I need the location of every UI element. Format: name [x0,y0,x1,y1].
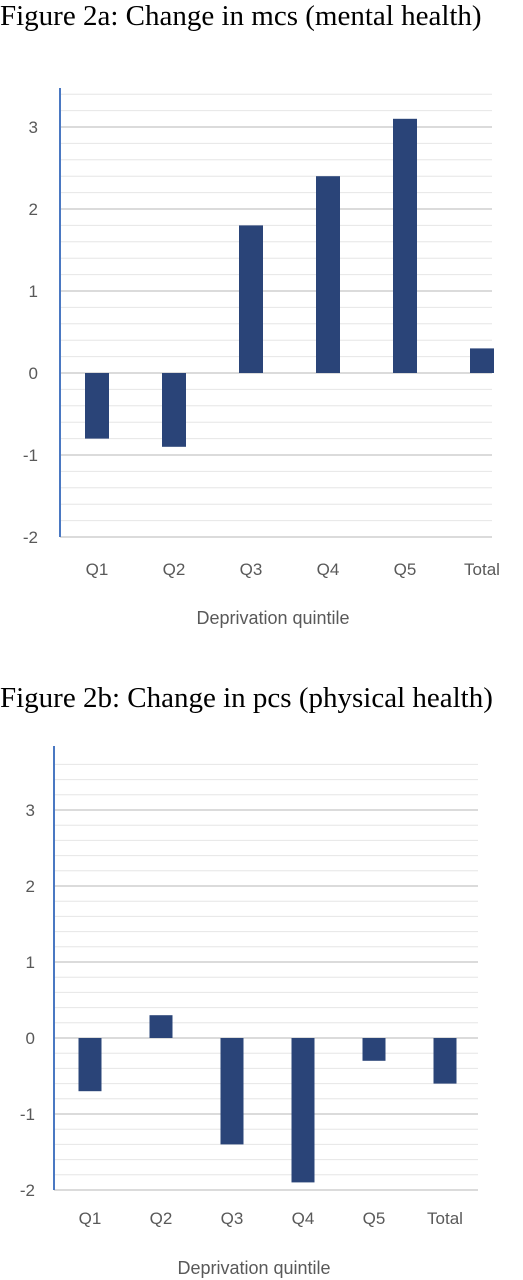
x-axis-label: Deprivation quintile [177,1258,330,1278]
pcs-bar-chart: 3 2 1 0 -1 -2 Q1 Q2 Q3 Q4 Q5 Total Deprivation quin… [20,746,478,1278]
x-tick-label: Q5 [394,560,417,579]
x-tick-label: Total [464,560,500,579]
y-tick-label: 2 [29,200,38,219]
x-tick-label: Total [427,1209,463,1228]
bar [291,1038,315,1183]
bar [162,373,186,447]
x-axis-label: Deprivation quintile [196,608,349,628]
y-tick-label: 3 [29,118,38,137]
x-tick-label: Q2 [163,560,186,579]
plot-area: 3 2 1 0 -1 -2 Q1 Q2 Q3 Q4 Q5 Total [20,746,478,1228]
y-tick-label: 1 [29,282,38,301]
bar [85,373,109,439]
bar [362,1038,386,1061]
bar [316,176,340,373]
mcs-bar-chart: 3 2 1 0 -1 -2 Q1 Q2 Q3 Q4 Q5 Total Deprivation quin… [23,88,500,628]
y-tick-label: 0 [26,1029,35,1048]
bar [470,348,494,373]
y-tick-label: 3 [26,801,35,820]
bar [220,1038,244,1145]
x-tick-label: Q5 [363,1209,386,1228]
x-tick-label: Q4 [317,560,340,579]
y-tick-label: 1 [26,953,35,972]
bar [393,118,417,373]
y-tick-label: -2 [20,1181,35,1200]
y-tick-label: 2 [26,877,35,896]
bar [149,1015,173,1038]
bar [239,225,263,373]
x-tick-label: Q1 [86,560,109,579]
y-tick-label: -1 [20,1105,35,1124]
y-tick-label: -2 [23,528,38,547]
bar [433,1038,457,1084]
chart-title: Figure 2a: Change in mcs (mental health) [0,0,482,32]
x-tick-label: Q1 [79,1209,102,1228]
x-tick-label: Q3 [221,1209,244,1228]
plot-area: 3 2 1 0 -1 -2 Q1 Q2 Q3 Q4 Q5 Total [23,88,500,579]
chart-title: Figure 2b: Change in pcs (physical healt… [0,682,493,714]
x-tick-label: Q2 [150,1209,173,1228]
x-tick-label: Q4 [292,1209,315,1228]
bar [78,1038,102,1092]
y-tick-label: 0 [29,364,38,383]
x-tick-label: Q3 [240,560,263,579]
y-tick-label: -1 [23,446,38,465]
